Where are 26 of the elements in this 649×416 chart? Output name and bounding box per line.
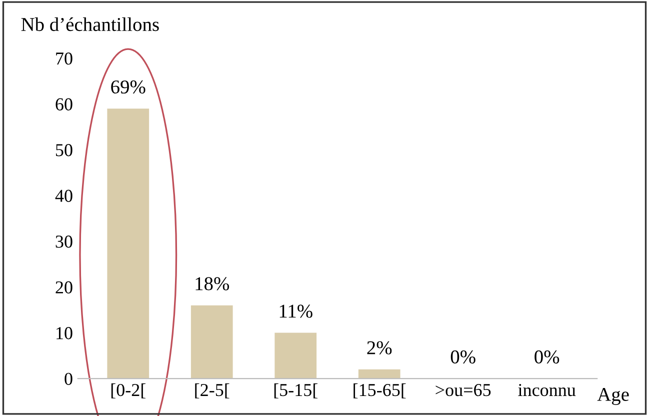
bar [190,305,233,379]
annotation: 0% [450,350,476,364]
annotation: 18% [196,277,230,290]
bar [107,108,150,379]
x-tick-label: [15-65[ [354,383,406,398]
y-axis-title: Nb d’échantillons [21,17,159,32]
y-tick-label: 20 [56,281,72,294]
annotation: 69% [111,80,146,94]
x-tick-label: [0-2[ [111,383,146,398]
x-tick-label: inconnu [518,384,576,396]
annotation: 0% [534,350,560,364]
y-tick-label: 0 [64,372,72,385]
annotation: 2% [367,341,392,354]
x-tick-label: [2-5[ [195,383,230,398]
y-tick-label: 10 [56,327,72,340]
bar [358,369,400,379]
y-tick-label: 40 [55,190,72,202]
y-tick-label: 50 [56,144,72,156]
annotation: 11% [280,304,312,318]
x-tick-label: [5-15[ [274,383,318,398]
y-tick-label: 60 [56,98,72,110]
y-tick-label: 70 [56,52,72,65]
x-axis-title: Age [597,388,629,405]
x-tick-label: >ou=65 [436,384,491,396]
bar [274,332,317,379]
y-tick-label: 30 [56,236,72,248]
